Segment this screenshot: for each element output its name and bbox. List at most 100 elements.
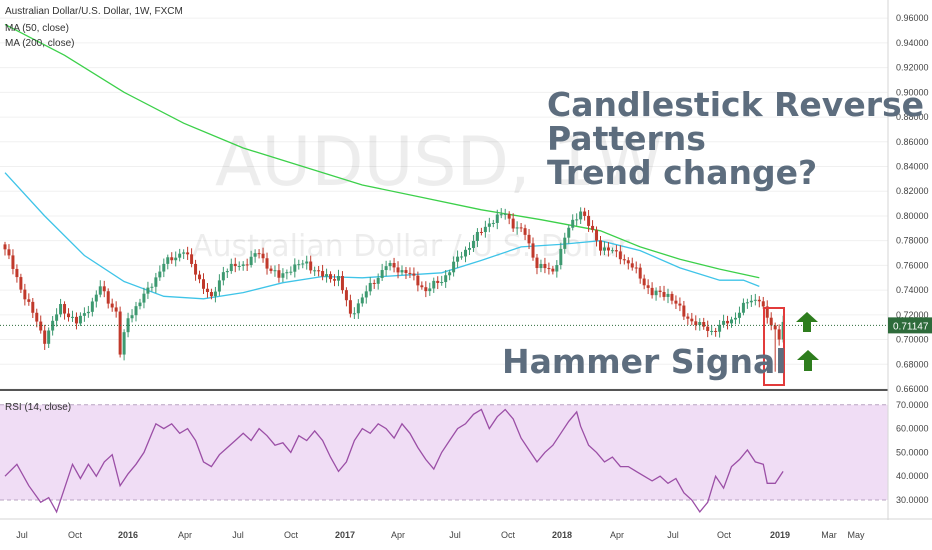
candle-body [571,219,575,228]
candle-body [27,299,31,302]
candle-body [733,317,737,320]
candle-body [694,321,698,326]
candle-body [130,315,134,319]
rsi-band [0,404,888,500]
price-tick-label: 0.74000 [896,285,929,295]
candle-body [317,270,321,272]
candle-body [726,320,730,324]
candle-body [388,263,392,267]
candle-body [404,270,408,273]
candle-body [289,271,293,273]
candle-body [78,315,82,324]
candle-body [265,258,269,269]
candle-body [90,301,94,312]
price-tick-label: 0.94000 [896,38,929,48]
candle-body [7,249,11,256]
candle-body [535,257,539,269]
candle-body [198,274,202,280]
candle-body [638,267,642,279]
candle-body [110,303,114,308]
candle-body [460,256,464,258]
candle-body [714,330,718,332]
candle-body [241,264,245,266]
candle-body [698,322,702,326]
rsi-tick-label: 60.0000 [896,424,929,434]
candle-body [499,214,503,216]
ma50-layer [4,172,760,300]
candle-body [519,227,523,229]
candle-body [273,270,277,272]
candle-body [305,261,309,264]
candle-body [11,255,15,269]
candle-body [606,247,610,251]
candle-body [94,294,98,302]
x-tick-label: 2017 [335,530,355,540]
candle-body [718,324,722,332]
candle-body [205,288,209,292]
candle-body [773,325,777,330]
candle-body [380,270,384,278]
x-axis-labels: Jul Oct 2016 Apr Jul Oct 2017 Apr Jul Oct 2018 Apr J… [16,530,865,540]
x-tick-label: Mar [821,530,837,540]
candle-body [602,247,606,251]
x-tick-label: Apr [391,530,405,540]
rsi-tick-label: 70.0000 [896,400,929,410]
candles-layer [3,207,785,372]
candle-body [277,270,281,278]
x-tick-label: Apr [178,530,192,540]
x-tick-label: Jul [16,530,28,540]
candle-body [142,293,146,303]
price-tick-label: 0.92000 [896,63,929,73]
candle-body [710,330,714,332]
candle-body [293,264,297,272]
rsi-layer [4,408,784,514]
price-tick-label: 0.88000 [896,112,929,122]
x-tick-label: Jul [232,530,244,540]
candle-body [329,274,333,280]
grid-layer [0,17,888,390]
candle-body [428,288,432,292]
candle-body [348,300,352,314]
candle-body [650,287,654,296]
candle-body [364,291,368,298]
candle-body [138,302,142,307]
last-price-label: 0.71147 [893,321,929,332]
candle-body [39,321,43,331]
candle-body [753,299,757,301]
candle-body [43,330,47,344]
candle-body [618,251,622,260]
candle-body [166,257,170,264]
candle-body [59,304,63,315]
rsi-line [4,408,784,514]
candle-body [396,267,400,273]
candle-body [114,307,118,312]
candle-body [682,305,686,317]
candle-body [126,318,130,333]
arrow-up-icon [797,350,819,371]
candle-body [515,227,519,229]
x-tick-label: Oct [717,530,732,540]
candle-body [563,237,567,249]
candle-body [55,314,59,321]
candle-body [74,316,78,324]
rsi-tick-label: 50.0000 [896,447,929,457]
candle-body [340,275,344,291]
hammer-signal-label: Hammer Signal [502,342,787,381]
candle-body [630,263,634,268]
candle-body [321,271,325,277]
y-axis-labels: 0.96000 0.94000 0.92000 0.90000 0.88000 0.860… [896,13,929,505]
candle-body [757,299,761,302]
candle-body [356,303,360,314]
candle-body [471,240,475,248]
last-price-layer: 0.71147 [0,317,932,334]
candle-body [245,264,249,266]
candle-body [769,317,773,326]
candle-body [741,302,745,313]
arrow-up-icon [796,312,818,332]
hammer-highlight-box [763,307,785,386]
candle-body [444,275,448,283]
candle-body [583,211,587,216]
candle-body [134,306,138,316]
candle-body [452,261,456,273]
